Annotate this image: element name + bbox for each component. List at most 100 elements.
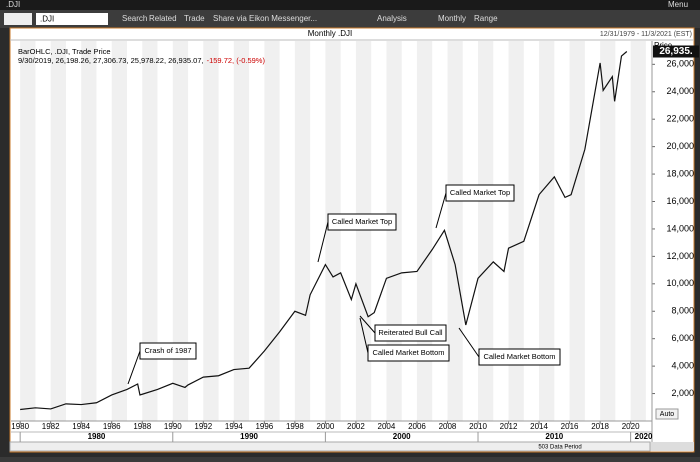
scrollbar[interactable] xyxy=(628,442,694,451)
scroll-label: 503 Data Period xyxy=(538,445,581,451)
toolbar-item[interactable]: Monthly xyxy=(438,14,466,23)
year-stripe xyxy=(447,41,463,421)
toolbar-item[interactable]: Trade xyxy=(184,14,205,23)
annotation-text: Reiterated Bull Call xyxy=(378,328,443,337)
toolbar-item[interactable]: Range xyxy=(474,14,498,23)
toolbar xyxy=(0,10,700,28)
chart-title: Monthly .DJI xyxy=(308,29,352,38)
x-tick-label: 2008 xyxy=(439,422,457,431)
annotation-pointer xyxy=(458,327,480,358)
last-label: 26,935. xyxy=(659,46,693,57)
toolbar-item[interactable]: Analysis xyxy=(377,14,407,23)
toolbar-item[interactable]: Share via Eikon Messenger... xyxy=(213,14,317,23)
y-tick-label: 20,000 xyxy=(666,141,694,151)
annotation-text: Called Market Top xyxy=(332,217,392,226)
x-tick-label: 1996 xyxy=(255,422,273,431)
annotation-text: Crash of 1987 xyxy=(144,346,191,355)
year-stripe xyxy=(416,41,433,421)
ric-input[interactable] xyxy=(36,13,108,25)
year-stripe xyxy=(264,41,280,421)
ric-text: .DJI xyxy=(40,15,54,24)
year-stripe xyxy=(50,41,66,421)
annotation-box xyxy=(478,348,561,366)
annotation-pointer xyxy=(359,315,376,334)
last-badge xyxy=(653,45,699,58)
date-range: 12/31/1979 - 11/3/2021 (EST) xyxy=(600,31,692,38)
x-tick-label: 1984 xyxy=(72,422,90,431)
decade-label: 1980 xyxy=(88,432,106,441)
annotation-pointer xyxy=(435,192,447,229)
year-stripe xyxy=(386,41,402,421)
auto-button[interactable] xyxy=(655,408,679,420)
y-tick-label: 4,000 xyxy=(671,361,694,371)
y-tick-label: 2,000 xyxy=(671,388,694,398)
x-tick-label: 1994 xyxy=(225,422,243,431)
menu[interactable]: Menu xyxy=(668,0,688,9)
y-tick-label: 24,000 xyxy=(666,86,694,96)
auto-label: Auto xyxy=(660,411,675,418)
year-stripe xyxy=(508,41,524,421)
y-tick-label: 10,000 xyxy=(666,278,694,288)
x-tick-label: 1980 xyxy=(11,422,29,431)
year-stripe xyxy=(81,41,97,421)
year-stripe xyxy=(478,41,494,421)
toolbar-item[interactable]: Related xyxy=(149,14,177,23)
x-tick-label: 2010 xyxy=(469,422,487,431)
year-stripe xyxy=(355,41,372,421)
x-tick-label: 1990 xyxy=(164,422,182,431)
decade-label: 1990 xyxy=(240,432,258,441)
x-tick-label: 2014 xyxy=(530,422,548,431)
x-tick-label: 2018 xyxy=(591,422,609,431)
decade-label: 2000 xyxy=(393,432,411,441)
window-title: .DJI xyxy=(6,0,20,9)
symbol-button[interactable] xyxy=(4,13,32,25)
annotation-box xyxy=(367,344,450,362)
annotation-box xyxy=(374,324,447,342)
y-tick-label: 12,000 xyxy=(666,251,694,261)
toolbar-item[interactable]: Search xyxy=(122,14,147,23)
year-stripe xyxy=(630,41,646,421)
info-values: 9/30/2019, 26,198.26, 27,306.73, 25,978.… xyxy=(18,56,204,65)
year-stripe xyxy=(233,41,250,421)
x-tick-label: 2020 xyxy=(622,422,640,431)
year-stripe xyxy=(539,41,555,421)
decade-label: 2010 xyxy=(545,432,563,441)
scroll-track[interactable] xyxy=(9,441,651,452)
x-tick-label: 1988 xyxy=(133,422,151,431)
annotation-pointer xyxy=(317,221,329,263)
y-tick-label: 8,000 xyxy=(671,306,694,316)
y-tick-label: 26,000 xyxy=(666,59,694,69)
y-tick-label: 22,000 xyxy=(666,114,694,124)
x-tick-label: 2004 xyxy=(378,422,396,431)
annotation-pointer xyxy=(127,350,141,385)
year-stripe xyxy=(172,41,189,421)
annotation-text: Called Market Top xyxy=(450,188,510,197)
annotation-box xyxy=(327,213,397,231)
y-tick-label: 16,000 xyxy=(666,196,694,206)
annotation-pointer xyxy=(359,317,369,354)
x-tick-label: 2016 xyxy=(561,422,579,431)
year-stripe xyxy=(600,41,616,421)
annotation-box xyxy=(139,342,197,360)
y-tick-label: 6,000 xyxy=(671,333,694,343)
annotation-box xyxy=(445,184,515,202)
x-tick-label: 1986 xyxy=(103,422,121,431)
x-tick-label: 1998 xyxy=(286,422,304,431)
x-tick-label: 2000 xyxy=(316,422,334,431)
year-stripe xyxy=(20,41,36,421)
y-tick-label: 18,000 xyxy=(666,168,694,178)
x-tick-label: 2012 xyxy=(500,422,518,431)
decade-label: 2020 xyxy=(635,432,653,441)
year-stripe xyxy=(142,41,158,421)
x-tick-label: 1992 xyxy=(194,422,212,431)
annotation-text: Called Market Bottom xyxy=(483,352,555,361)
legend-text: BarOHLC, .DJI, Trade Price xyxy=(18,47,111,56)
year-stripe xyxy=(569,41,585,421)
info-text: 9/30/2019, 26,198.26, 27,306.73, 25,978.… xyxy=(18,56,265,65)
y-tick-label: 14,000 xyxy=(666,223,694,233)
info-change: -159.72, (-0.59%) xyxy=(207,56,266,65)
year-stripe xyxy=(203,41,219,421)
annotation-text: Called Market Bottom xyxy=(372,348,444,357)
year-stripe xyxy=(294,41,311,421)
